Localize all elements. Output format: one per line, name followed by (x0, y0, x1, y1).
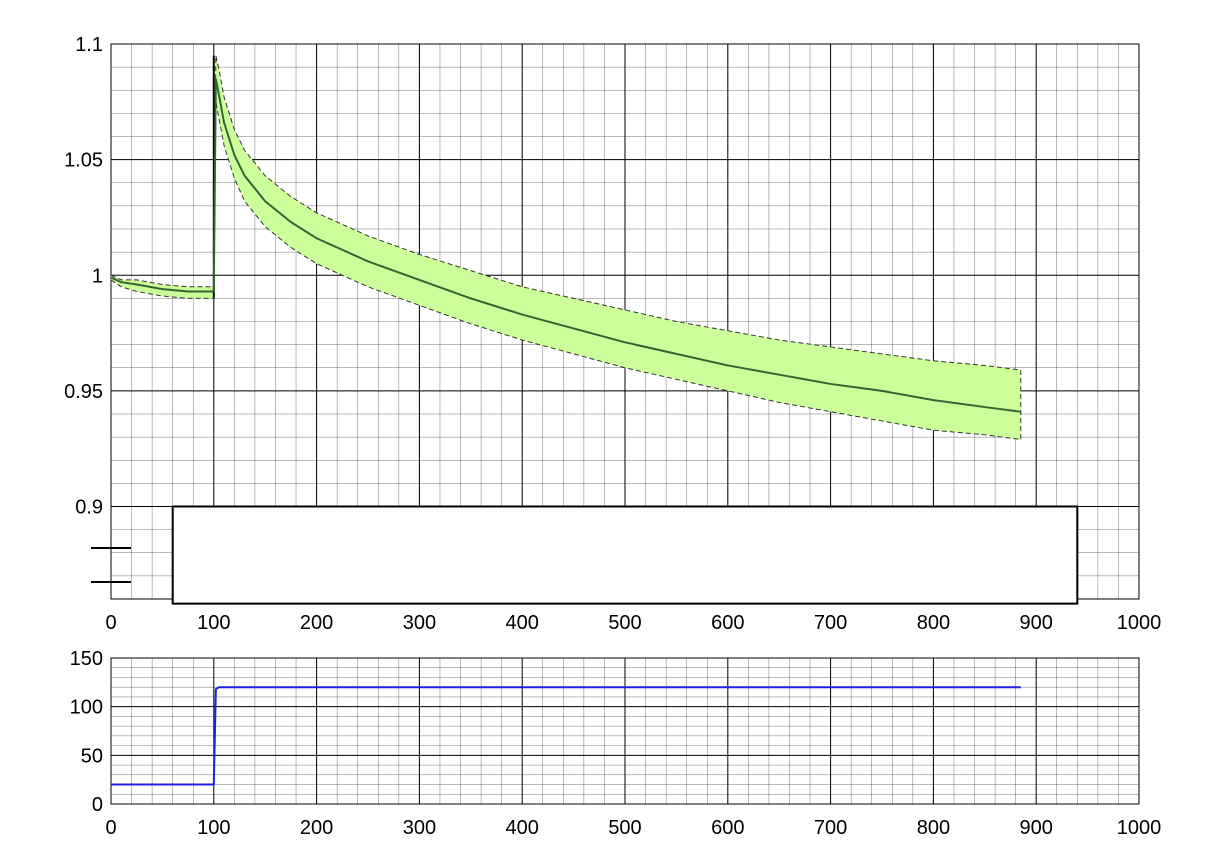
bottom-chart-x-tick-label: 1000 (1117, 817, 1162, 839)
top-chart-y-tick-label: 1 (92, 265, 103, 287)
top-chart-x-tick-label: 100 (197, 612, 230, 634)
bottom-chart-y-tick-label: 100 (70, 697, 103, 719)
top-chart-x-tick-label: 500 (608, 612, 641, 634)
top-chart-y-tick-label: 1.1 (75, 34, 103, 56)
top-chart: 0 100 200 300 400 500 600 700 800 900 1000 0.9 0.95 1… (64, 34, 1161, 634)
legend-box (171, 505, 1079, 605)
bottom-chart-x-tick-label: 700 (814, 817, 847, 839)
lower-bound-line (110, 101, 1021, 440)
bottom-chart-x-tick-label: 300 (403, 817, 436, 839)
bottom-chart-y-tick-label: 0 (92, 794, 103, 816)
bottom-chart-x-tick-label: 100 (197, 817, 230, 839)
bottom-chart-x-tick-label: 900 (1020, 817, 1053, 839)
mean-line (110, 78, 1021, 413)
upper-bound-line (110, 55, 1021, 371)
top-chart-x-tick-label: 900 (1020, 612, 1053, 634)
bottom-chart-x-tick-label: 400 (506, 817, 539, 839)
top-chart-x-tick-label: 700 (814, 612, 847, 634)
top-chart-x-tick-label: 0 (105, 612, 116, 634)
top-chart-x-tick-label: 600 (711, 612, 744, 634)
bottom-chart-x-tick-label: 200 (300, 817, 333, 839)
top-chart-y-tick-label: 0.9 (75, 497, 103, 519)
top-chart-x-tick-label: 1000 (1117, 612, 1162, 634)
confidence-band (111, 55, 1021, 440)
input-signal-line (111, 686, 1021, 786)
top-chart-x-tick-label: 300 (403, 612, 436, 634)
bottom-chart-x-tick-label: 500 (608, 817, 641, 839)
top-chart-x-tick-label: 800 (917, 612, 950, 634)
bottom-chart: 0 100 200 300 400 500 600 700 800 900 1000 0 50 100 15… (70, 648, 1162, 839)
top-chart-x-tick-label: 200 (300, 612, 333, 634)
top-chart-y-tick-label: 1.05 (64, 150, 103, 172)
bottom-chart-x-tick-label: 800 (917, 817, 950, 839)
bottom-chart-y-tick-label: 50 (81, 745, 103, 767)
top-chart-y-tick-label: 0.95 (64, 381, 103, 403)
bottom-chart-y-tick-label: 150 (70, 648, 103, 670)
top-chart-x-tick-label: 400 (506, 612, 539, 634)
bottom-chart-x-tick-label: 600 (711, 817, 744, 839)
bottom-chart-x-tick-label: 0 (105, 817, 116, 839)
bottom-chart-frame (110, 657, 1140, 805)
